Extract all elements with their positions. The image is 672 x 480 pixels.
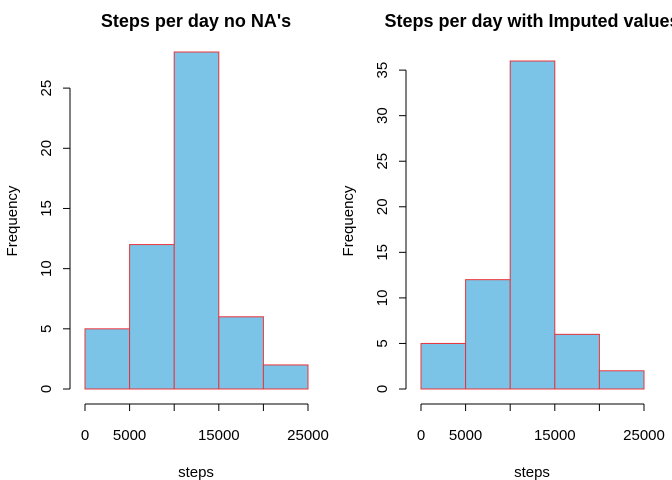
y-tick-label: 20 xyxy=(374,198,391,215)
x-tick-label: 0 xyxy=(417,427,425,444)
y-tick-label: 5 xyxy=(374,339,391,347)
x-axis: 0 5000 15000 25000 xyxy=(417,403,665,444)
histogram-bar xyxy=(509,60,556,390)
y-tick-label: 10 xyxy=(38,260,55,277)
histogram-bar xyxy=(420,342,467,390)
x-tick-label: 15000 xyxy=(198,427,240,444)
bars-group xyxy=(420,60,645,390)
y-tick-label: 35 xyxy=(374,62,391,79)
histogram-bar xyxy=(173,51,220,390)
y-tick-label: 30 xyxy=(374,107,391,124)
histogram-panel-imputed: Steps per day with Imputed values 0 5000 1… xyxy=(340,11,672,480)
x-axis-label: steps xyxy=(178,464,214,480)
y-tick-label: 0 xyxy=(374,385,391,393)
histogram-bar xyxy=(262,364,309,390)
histogram-bar xyxy=(218,316,264,390)
x-tick-label: 5000 xyxy=(449,427,482,444)
y-tick-label: 10 xyxy=(374,290,391,307)
histogram-bar xyxy=(465,279,511,390)
x-axis: 0 5000 15000 25000 xyxy=(81,403,329,444)
chart-title: Steps per day no NA's xyxy=(101,11,291,31)
histogram-bar xyxy=(129,244,175,390)
y-tick-label: 25 xyxy=(374,153,391,170)
x-tick-label: 25000 xyxy=(287,427,329,444)
x-axis-label: steps xyxy=(514,464,550,480)
bars-group xyxy=(84,51,309,390)
chart-title: Steps per day with Imputed values xyxy=(384,11,672,31)
y-axis: 0 5 10 15 20 25 30 35 xyxy=(374,62,407,393)
y-axis: 0 5 10 15 20 25 xyxy=(38,80,71,393)
x-tick-label: 0 xyxy=(81,427,89,444)
y-tick-label: 25 xyxy=(38,80,55,97)
y-tick-label: 20 xyxy=(38,140,55,157)
x-tick-label: 15000 xyxy=(534,427,576,444)
histogram-panel-no-na: Steps per day no NA's 0 5000 15000 25000 0 5… xyxy=(4,11,329,480)
y-axis-label: Frequency xyxy=(340,185,357,256)
y-tick-label: 15 xyxy=(38,200,55,217)
histogram-bar xyxy=(84,328,131,390)
y-axis-label: Frequency xyxy=(4,185,21,256)
histogram-bar xyxy=(598,370,645,390)
x-tick-label: 25000 xyxy=(623,427,665,444)
y-tick-label: 0 xyxy=(38,385,55,393)
histogram-bar xyxy=(554,333,600,390)
y-tick-label: 5 xyxy=(38,325,55,333)
y-tick-label: 15 xyxy=(374,244,391,261)
x-tick-label: 5000 xyxy=(113,427,146,444)
